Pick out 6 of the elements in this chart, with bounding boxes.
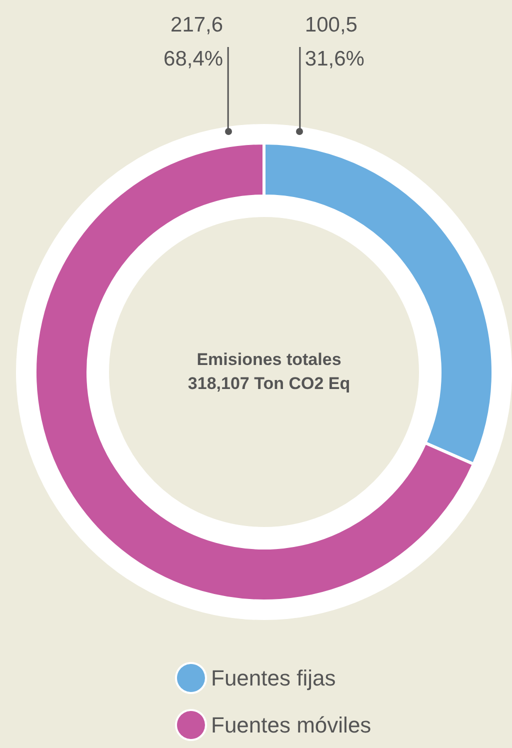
text: Emisiones totales: [196, 350, 342, 369]
legend-label: Fuentes fijas: [211, 666, 336, 690]
text: 318,107 Ton CO2 Eq: [188, 374, 350, 393]
data-label: 100,5 31,6%: [304, 14, 364, 70]
legend-label: Fuentes móviles: [211, 712, 372, 738]
data-label: 217,6 68,4%: [164, 14, 224, 70]
